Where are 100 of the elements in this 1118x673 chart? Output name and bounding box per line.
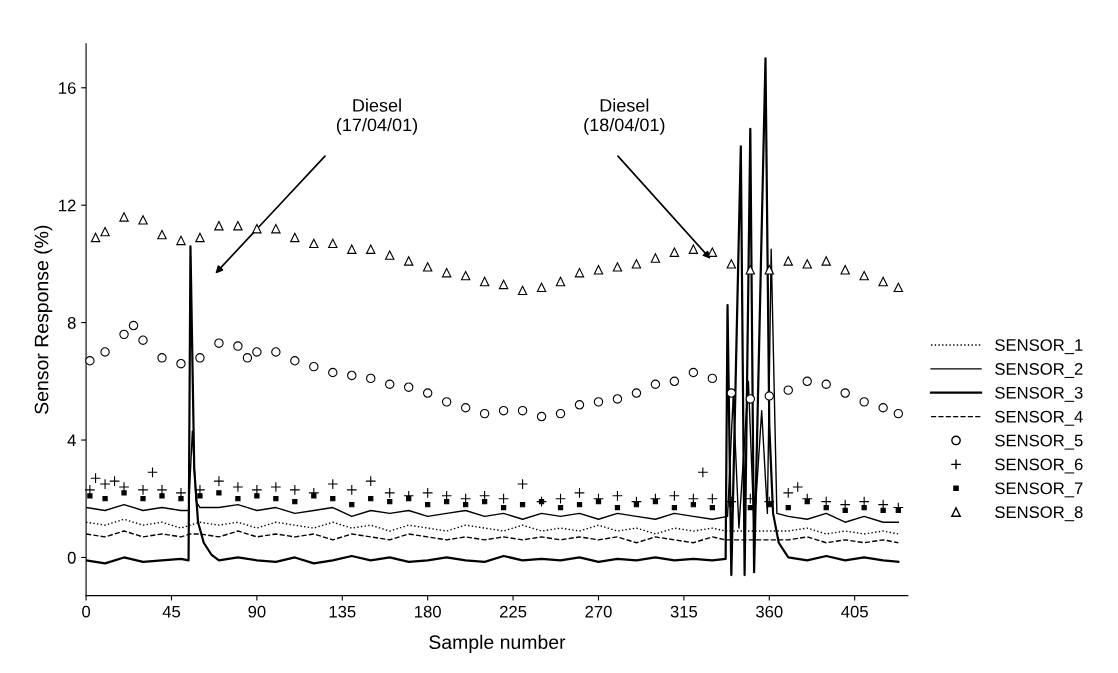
point <box>85 356 95 366</box>
point <box>821 256 831 266</box>
point <box>631 259 642 269</box>
x-tick-label: 360 <box>756 605 783 618</box>
point <box>764 265 775 275</box>
point <box>785 504 791 511</box>
legend-label: SENSOR_7 <box>995 482 1083 498</box>
point <box>792 481 804 493</box>
point <box>517 285 528 296</box>
legend-label: SENSOR_6 <box>995 458 1083 474</box>
point <box>688 367 699 378</box>
point <box>709 504 715 511</box>
point <box>859 270 869 281</box>
point <box>821 379 831 389</box>
point <box>147 466 158 478</box>
y-tick-label: 4 <box>67 434 76 447</box>
point <box>425 501 431 508</box>
annotation: Diesel (17/04/01) <box>336 98 418 135</box>
point <box>668 490 680 502</box>
point <box>574 400 585 410</box>
point <box>878 276 888 287</box>
point <box>137 484 149 496</box>
point <box>517 478 528 490</box>
point <box>235 496 241 502</box>
point <box>441 397 452 407</box>
point <box>479 408 490 419</box>
point <box>745 394 756 404</box>
point <box>157 353 167 363</box>
point <box>783 385 793 395</box>
point <box>330 496 336 502</box>
y-axis-title: Sensor Response (%) <box>34 225 53 414</box>
point <box>309 238 319 249</box>
point <box>536 282 547 293</box>
legend-label: SENSOR_3 <box>995 386 1083 402</box>
legend-label: SENSOR_4 <box>995 410 1083 426</box>
point <box>745 265 756 275</box>
legend-label: SENSOR_8 <box>995 506 1083 522</box>
point <box>697 466 709 478</box>
point <box>460 403 471 413</box>
point <box>273 496 279 502</box>
point <box>650 253 661 263</box>
point <box>782 487 794 499</box>
point <box>109 475 120 487</box>
point <box>747 504 753 511</box>
point <box>349 501 355 508</box>
legend-label: SENSOR_1 <box>995 339 1083 355</box>
x-tick-label: 180 <box>415 605 441 618</box>
point <box>802 376 812 387</box>
legend-label: SENSOR_2 <box>995 363 1083 378</box>
point <box>671 504 678 511</box>
y-tick-label: 8 <box>67 317 76 329</box>
point <box>100 347 110 357</box>
point <box>347 244 357 254</box>
point <box>519 501 526 508</box>
x-tick-label: 225 <box>500 605 527 618</box>
point <box>840 265 850 275</box>
point <box>498 493 510 505</box>
point <box>290 232 300 243</box>
point <box>327 478 339 490</box>
point <box>347 370 357 381</box>
point <box>195 353 205 363</box>
point <box>576 501 583 508</box>
point <box>801 493 813 505</box>
point <box>669 376 680 387</box>
x-tick-label: 90 <box>248 605 266 618</box>
point <box>669 247 680 257</box>
point <box>593 397 604 407</box>
point <box>328 238 338 249</box>
point <box>385 379 395 389</box>
point <box>498 405 509 416</box>
point <box>346 484 358 496</box>
point <box>422 388 433 398</box>
point <box>292 499 298 505</box>
point <box>422 487 434 499</box>
point <box>365 475 377 487</box>
point <box>176 358 186 369</box>
x-tick-label: 45 <box>162 605 181 618</box>
point <box>90 472 101 484</box>
point <box>574 267 585 278</box>
point <box>441 267 452 278</box>
annotation: Diesel (18/04/01) <box>584 98 665 135</box>
point <box>233 221 243 231</box>
point <box>422 262 433 272</box>
point <box>271 347 281 357</box>
point <box>309 361 319 372</box>
point <box>138 215 148 225</box>
point <box>460 270 471 281</box>
point <box>403 490 415 502</box>
point <box>99 478 111 490</box>
point <box>500 504 507 511</box>
point <box>726 388 737 398</box>
point <box>614 504 621 511</box>
point <box>385 250 395 260</box>
point <box>517 405 528 416</box>
x-tick-label: 405 <box>841 605 868 618</box>
point <box>368 496 374 502</box>
point <box>802 259 812 269</box>
point <box>631 388 642 398</box>
point <box>631 496 642 508</box>
point <box>612 262 623 272</box>
